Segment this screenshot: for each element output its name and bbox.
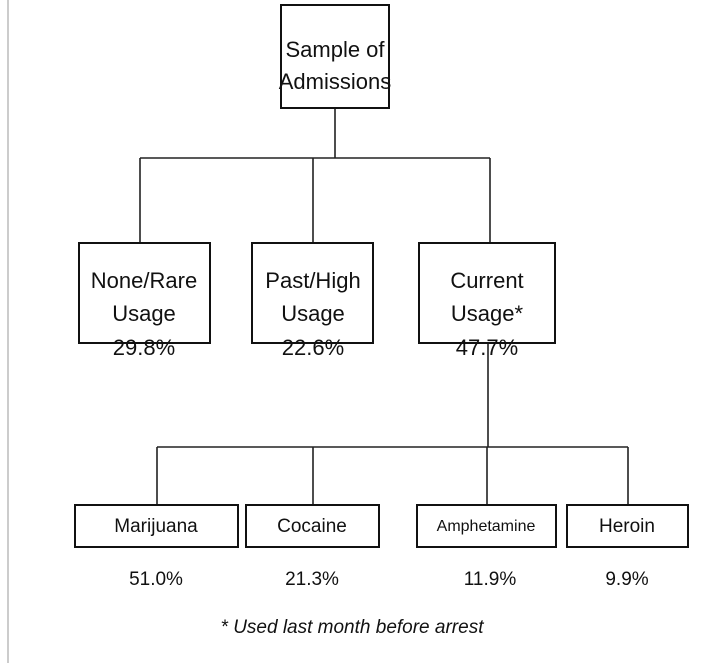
group-label: Current (450, 268, 523, 293)
group-box (418, 242, 556, 344)
footnote: * Used last month before arrest (221, 617, 485, 638)
root-label: Sample of (285, 37, 385, 62)
group-share: 47.7% (456, 335, 518, 360)
drug-label: Amphetamine (437, 518, 536, 535)
drug-box (566, 504, 689, 548)
root-label: Admissions (279, 69, 391, 94)
group-label: Usage (112, 301, 176, 326)
drug-share: 9.9% (605, 569, 648, 590)
drug-box (416, 504, 557, 548)
drug-share: 51.0% (129, 569, 183, 590)
group-label: Usage (281, 301, 345, 326)
drug-label: Marijuana (114, 516, 198, 537)
drug-share: 21.3% (285, 569, 339, 590)
group-label: None/Rare (91, 268, 197, 293)
group-label: Usage* (451, 301, 524, 326)
group-box (78, 242, 211, 344)
group-label: Past/High (265, 268, 360, 293)
group-box (251, 242, 374, 344)
drug-label: Heroin (599, 516, 655, 537)
drug-label: Cocaine (277, 516, 347, 537)
group-share: 22.6% (282, 335, 344, 360)
drug-share: 11.9% (464, 569, 517, 590)
drug-box (74, 504, 239, 548)
drug-box (245, 504, 380, 548)
root-box (280, 4, 390, 109)
group-share: 29.8% (113, 335, 175, 360)
